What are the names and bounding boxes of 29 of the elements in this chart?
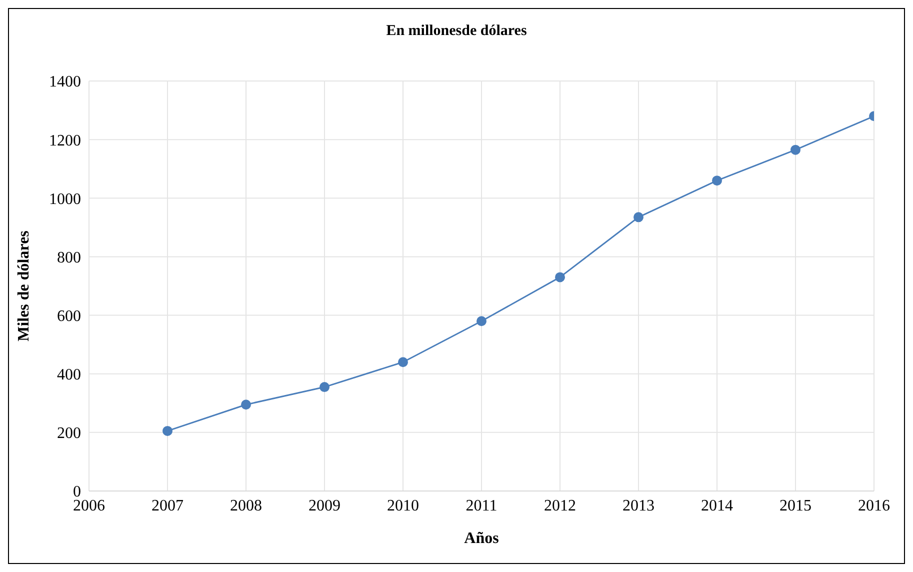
point [320, 382, 330, 392]
x-tick-label: 2009 [308, 497, 340, 514]
point [476, 316, 486, 326]
x-tick-label: 2011 [466, 497, 498, 514]
y-tick-label: 1200 [49, 132, 81, 150]
point [790, 144, 800, 155]
point [398, 357, 408, 368]
x-tick-label: 2012 [544, 497, 576, 514]
point [712, 176, 722, 186]
x-tick-label: 2007 [152, 497, 184, 514]
point [634, 212, 644, 222]
chart-title: En millonesde dólares [385, 23, 528, 40]
x-tick-label: 2014 [701, 497, 733, 514]
y-tick-label: 1000 [49, 190, 81, 208]
point [162, 426, 172, 436]
point [555, 272, 565, 282]
x-axis-title: Años [464, 530, 499, 547]
x-tick-label: 2016 [858, 497, 890, 514]
y-tick-label: 800 [57, 249, 81, 266]
x-tick-label: 2008 [230, 497, 262, 514]
y-tick-label: 200 [57, 425, 81, 442]
y-tick-label: 400 [57, 366, 81, 384]
x-tick-label: 2013 [622, 497, 654, 514]
point [241, 400, 251, 410]
x-tick-label: 2010 [387, 497, 419, 514]
y-axis-title: Miles de dólares [16, 230, 33, 342]
y-tick-label: 1400 [49, 74, 81, 91]
y-tick-label: 600 [57, 308, 81, 325]
x-tick-label: 2015 [780, 497, 812, 514]
